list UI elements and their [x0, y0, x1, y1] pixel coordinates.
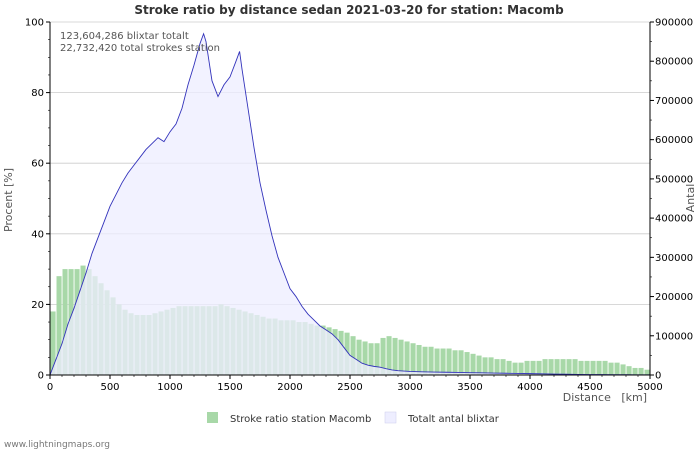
- y-right-tick-label: 800000: [655, 57, 693, 68]
- bar: [614, 362, 620, 375]
- bar: [494, 359, 500, 375]
- bar: [440, 348, 446, 375]
- legend-label-stroke-ratio: Stroke ratio station Macomb: [230, 414, 371, 425]
- legend-label-total-strokes: Totalt antal blixtar: [407, 414, 500, 425]
- x-tick-label: 0: [47, 382, 53, 393]
- bar: [368, 343, 374, 375]
- bar: [572, 359, 578, 375]
- bar: [356, 339, 362, 375]
- bar: [596, 360, 602, 375]
- bar: [584, 360, 590, 375]
- x-tick-label: 500: [100, 382, 119, 393]
- bar: [374, 343, 380, 375]
- chart-title: Stroke ratio by distance sedan 2021-03-2…: [134, 3, 564, 17]
- y-left-tick-label: 20: [31, 300, 44, 311]
- y-right-tick-label: 700000: [655, 96, 693, 107]
- y-right-tick-label: 600000: [655, 135, 693, 146]
- bar: [500, 359, 506, 375]
- bar: [566, 359, 572, 375]
- bar: [428, 346, 434, 375]
- bar: [518, 362, 524, 375]
- axes: [46, 21, 654, 379]
- bar: [608, 362, 614, 375]
- bar: [350, 336, 356, 375]
- legend-swatch-stroke-ratio: [207, 412, 218, 423]
- x-tick-label: 1000: [157, 382, 182, 393]
- x-tick-label: 5000: [637, 382, 662, 393]
- y-left-tick-label: 0: [38, 371, 44, 382]
- bar: [404, 341, 410, 375]
- bar: [434, 348, 440, 375]
- annotation-station-strokes: 22,732,420 total strokes station: [60, 43, 220, 54]
- y-axis-left-title: Procent [%]: [2, 168, 15, 232]
- bar: [410, 343, 416, 375]
- credit-text: www.lightningmaps.org: [4, 440, 110, 450]
- bar: [386, 336, 392, 375]
- bar: [362, 341, 368, 375]
- x-tick-label: 3000: [397, 382, 422, 393]
- total-strokes-fill: [50, 33, 650, 376]
- bar: [62, 269, 68, 375]
- bar: [452, 350, 458, 375]
- y-right-tick-label: 400000: [655, 214, 693, 225]
- x-tick-label: 2500: [337, 382, 362, 393]
- y-right-tick-label: 0: [655, 371, 661, 382]
- bar: [524, 360, 530, 375]
- bar: [542, 359, 548, 375]
- bar: [602, 360, 608, 375]
- x-axis-title: Distance [km]: [563, 391, 647, 404]
- bar: [398, 339, 404, 375]
- y-left-tick-label: 40: [31, 229, 44, 240]
- bar: [392, 337, 398, 375]
- x-tick-label: 3500: [457, 382, 482, 393]
- bar: [488, 357, 494, 375]
- bar: [548, 359, 554, 375]
- total-strokes-area: [49, 32, 651, 376]
- x-tick-label: 4000: [517, 382, 542, 393]
- bar: [422, 346, 428, 375]
- y-right-tick-label: 100000: [655, 331, 693, 342]
- y-axis-right-title: Antal: [684, 184, 697, 213]
- legend: Stroke ratio station Macomb Totalt antal…: [207, 411, 500, 425]
- bar: [530, 360, 536, 375]
- y-right-tick-label: 300000: [655, 253, 693, 264]
- bar: [458, 350, 464, 375]
- bar: [470, 353, 476, 375]
- bar: [554, 359, 560, 375]
- bar: [446, 348, 452, 375]
- y-right-tick-label: 900000: [655, 18, 693, 29]
- bar: [50, 311, 56, 375]
- bar: [506, 360, 512, 375]
- bar: [620, 364, 626, 375]
- bar: [380, 337, 386, 375]
- annotation-total-strokes: 123,604,286 blixtar totalt: [60, 31, 189, 42]
- bar: [590, 360, 596, 375]
- bar: [578, 360, 584, 375]
- bar: [482, 357, 488, 375]
- total-strokes-line: [49, 32, 651, 376]
- tick-labels: 0 500 1000 1500 2000 2500 3000 3500 4000 4500 5000…: [25, 18, 693, 394]
- bar: [476, 355, 482, 375]
- bar: [464, 352, 470, 375]
- bar: [644, 369, 650, 375]
- x-tick-label: 2000: [277, 382, 302, 393]
- y-left-tick-label: 100: [25, 18, 44, 29]
- y-right-tick-label: 500000: [655, 174, 693, 185]
- bar: [536, 360, 542, 375]
- bar: [560, 359, 566, 375]
- y-left-tick-label: 60: [31, 159, 44, 170]
- bar: [626, 366, 632, 375]
- bar: [512, 362, 518, 375]
- bar: [416, 344, 422, 375]
- bar: [632, 367, 638, 375]
- bar: [56, 276, 62, 375]
- x-tick-label: 4500: [577, 382, 602, 393]
- legend-swatch-total-strokes: [384, 411, 397, 424]
- y-right-tick-label: 200000: [655, 292, 693, 303]
- y-left-tick-label: 80: [31, 88, 44, 99]
- bar: [638, 367, 644, 375]
- x-tick-label: 1500: [217, 382, 242, 393]
